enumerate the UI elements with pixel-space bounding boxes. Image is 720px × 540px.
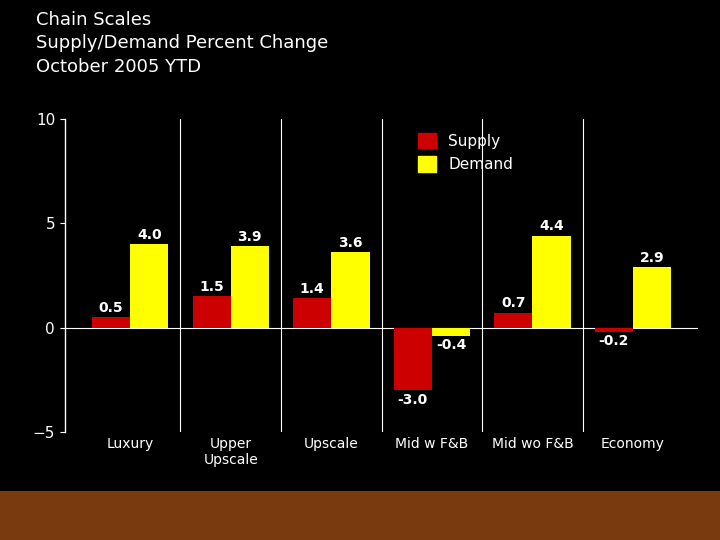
Bar xyxy=(633,267,671,328)
Text: 1.5: 1.5 xyxy=(199,280,224,294)
Bar xyxy=(394,328,432,390)
Bar xyxy=(130,244,168,328)
Text: 3.6: 3.6 xyxy=(338,236,363,250)
Text: 0.5: 0.5 xyxy=(99,301,123,315)
Legend: Supply, Demand: Supply, Demand xyxy=(411,126,519,178)
Bar xyxy=(192,296,230,328)
Bar xyxy=(595,328,633,332)
Text: -0.2: -0.2 xyxy=(599,334,629,348)
Text: 2.9: 2.9 xyxy=(640,251,665,265)
Text: 1.4: 1.4 xyxy=(300,282,325,296)
Text: -3.0: -3.0 xyxy=(397,393,428,407)
Text: 4.0: 4.0 xyxy=(137,227,161,241)
Bar xyxy=(432,328,470,336)
Text: -0.4: -0.4 xyxy=(436,339,466,353)
Text: 0.7: 0.7 xyxy=(501,296,526,310)
Bar xyxy=(494,313,533,328)
Bar xyxy=(230,246,269,328)
Text: Chain Scales
Supply/Demand Percent Change
October 2005 YTD: Chain Scales Supply/Demand Percent Chang… xyxy=(36,11,328,76)
Bar xyxy=(293,299,331,328)
Bar xyxy=(92,317,130,328)
Bar xyxy=(533,236,571,328)
Text: 3.9: 3.9 xyxy=(238,230,262,244)
Text: 4.4: 4.4 xyxy=(539,219,564,233)
Bar xyxy=(331,252,369,328)
